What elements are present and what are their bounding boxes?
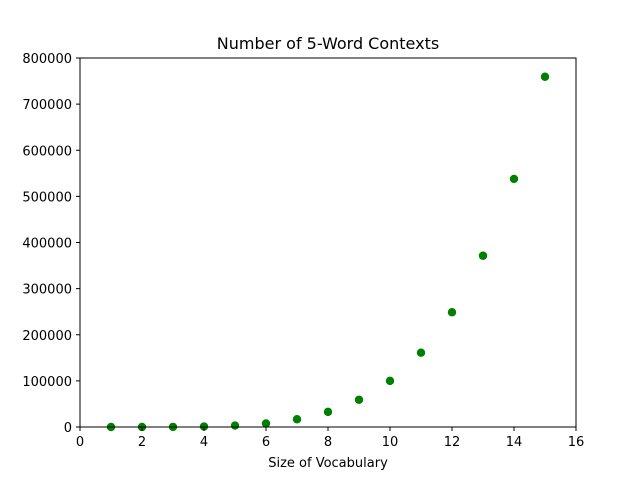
y-tick-label: 700000 <box>22 98 72 113</box>
y-tick-label: 600000 <box>22 144 72 159</box>
x-tick-label: 6 <box>262 435 270 450</box>
x-tick-label: 14 <box>506 435 523 450</box>
x-axis-title: Size of Vocabulary <box>268 456 388 471</box>
data-point <box>230 421 240 430</box>
data-point <box>323 407 333 417</box>
y-axis: 0 100000 200000 300000 400000 500000 600000 700… <box>22 52 80 436</box>
data-point <box>509 174 519 184</box>
x-axis: 0 2 4 6 8 10 12 14 16 <box>76 427 584 450</box>
x-tick-label: 8 <box>324 435 332 450</box>
data-point <box>447 308 457 317</box>
x-tick-label: 12 <box>444 435 461 450</box>
x-tick-label: 16 <box>568 435 585 450</box>
data-point <box>540 72 550 81</box>
x-tick-label: 2 <box>138 435 146 450</box>
y-tick-label: 100000 <box>22 375 72 390</box>
y-tick-label: 0 <box>64 421 72 436</box>
chart-title: Number of 5-Word Contexts <box>217 34 439 53</box>
data-point <box>416 348 426 357</box>
y-tick-label: 800000 <box>22 52 72 67</box>
data-point <box>354 395 364 404</box>
y-tick-label: 500000 <box>22 190 72 205</box>
x-tick-label: 0 <box>76 435 84 450</box>
data-point <box>478 251 488 260</box>
x-tick-label: 4 <box>200 435 208 450</box>
y-tick-label: 400000 <box>22 237 72 252</box>
data-point <box>261 419 271 428</box>
x-tick-label: 10 <box>382 435 399 450</box>
data-point <box>292 415 302 424</box>
y-tick-label: 300000 <box>22 283 72 298</box>
y-tick-label: 200000 <box>22 329 72 344</box>
data-point <box>385 376 395 386</box>
